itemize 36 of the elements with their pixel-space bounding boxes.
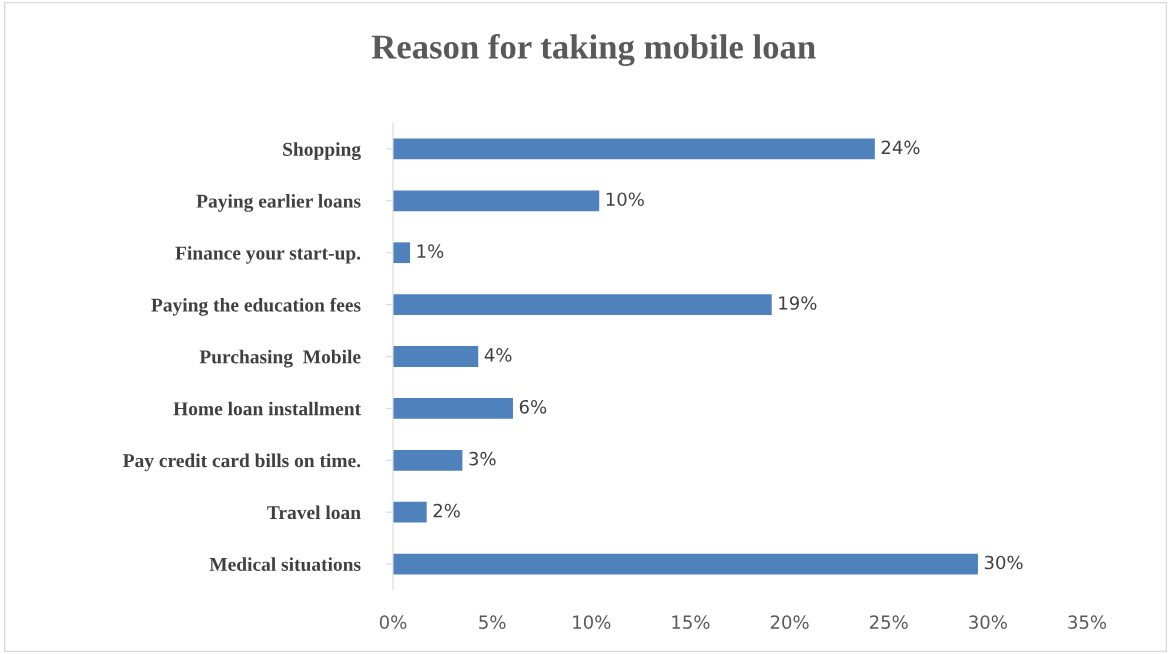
bar [393, 294, 772, 315]
y-tick-label: Medical situations [209, 557, 361, 572]
x-tick-label: 20% [770, 615, 809, 629]
bar [393, 242, 411, 264]
data-label: 24% [881, 140, 920, 155]
y-tick-label: Paying earlier loans [196, 194, 361, 212]
x-tick-label: 10% [573, 615, 611, 629]
y-tick-label: Pay credit card bills on time. [123, 453, 361, 472]
data-label: 10% [606, 192, 644, 207]
data-label: 19% [779, 296, 817, 310]
data-label: 3% [469, 451, 496, 466]
x-tick-label: 25% [869, 615, 908, 629]
bar [393, 398, 513, 419]
data-label: 4% [484, 348, 512, 362]
bar [393, 138, 875, 160]
bar [393, 190, 600, 212]
x-tick-label: 35% [1068, 615, 1107, 629]
chart-title: Reason for taking mobile loan [371, 33, 816, 67]
bar [393, 553, 978, 575]
bar [393, 346, 479, 367]
x-tick-label: 0% [379, 615, 407, 629]
y-tick-label: Home loan installment [173, 401, 361, 416]
bar [393, 501, 427, 523]
data-label: 30% [984, 555, 1023, 570]
data-label: 1% [417, 244, 444, 258]
x-tick-label: 15% [672, 615, 710, 629]
y-tick-label: Paying the education fees [151, 297, 361, 316]
y-tick-label: Purchasing Mobile [199, 349, 361, 368]
x-tick-label: 5% [479, 615, 506, 629]
data-label: 6% [519, 399, 547, 414]
y-tick-label: Finance your start-up. [175, 245, 361, 264]
data-label: 2% [433, 503, 460, 518]
y-tick-label: Shopping [283, 142, 361, 160]
x-tick-label: 30% [969, 615, 1007, 629]
bar [393, 449, 463, 471]
y-tick-label: Travel loan [267, 505, 361, 520]
